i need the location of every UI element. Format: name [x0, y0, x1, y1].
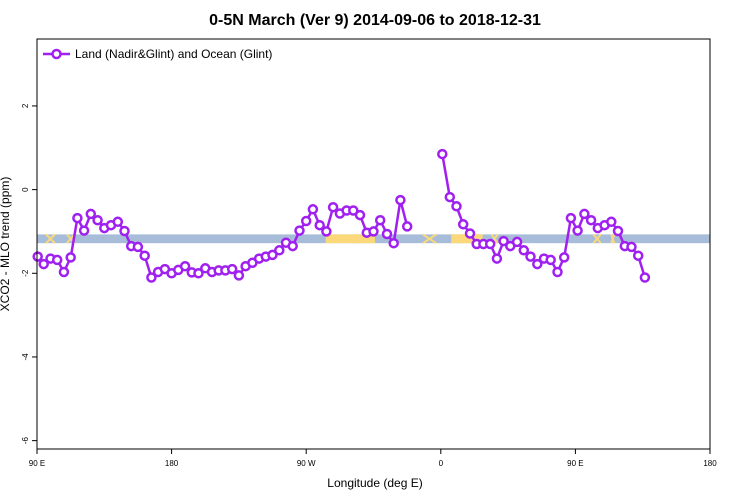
data-point — [226, 263, 238, 275]
data-point — [327, 201, 339, 213]
x-axis: 90 E 180 90 W 0 90 E 180 — [29, 449, 717, 468]
y-tick-label: 2 — [21, 103, 30, 108]
data-point — [72, 212, 83, 224]
land-stripe — [450, 233, 463, 244]
data-point — [314, 219, 325, 231]
land-stripe — [610, 234, 616, 244]
data-point — [484, 238, 496, 250]
data-point — [518, 245, 530, 256]
data-point — [38, 258, 49, 270]
legend: Land (Nadir&Glint) and Ocean (Glint) — [43, 47, 272, 61]
data-point — [632, 250, 644, 261]
data-point — [179, 260, 191, 272]
data-point — [437, 148, 448, 160]
y-axis: 2 0 -2 -4 -6 — [21, 103, 37, 444]
data-point — [572, 225, 583, 236]
legend-label: Land (Nadir&Glint) and Ocean (Glint) — [75, 47, 272, 61]
x-tick-label: 90 E — [29, 459, 45, 468]
data-point — [626, 241, 637, 253]
x-tick-label: 0 — [439, 459, 444, 468]
data-point — [579, 208, 590, 220]
data-point — [511, 236, 523, 248]
surface-type-band — [37, 233, 710, 245]
data-point — [307, 204, 319, 215]
data-point — [565, 212, 577, 224]
chart-title: 0-5N March (Ver 9) 2014-09-06 to 2018-12… — [209, 12, 541, 29]
data-point — [525, 251, 536, 262]
land-stripe — [592, 233, 602, 244]
land-stripe — [45, 233, 56, 244]
data-point — [545, 254, 556, 266]
data-point — [532, 258, 543, 270]
data-point — [388, 237, 399, 249]
data-point — [381, 228, 393, 240]
data-point — [374, 214, 386, 226]
data-point — [639, 272, 651, 283]
land-block — [325, 234, 362, 244]
data-point — [92, 214, 103, 226]
data-point — [65, 252, 76, 263]
data-point — [321, 226, 332, 237]
land-block — [352, 234, 375, 244]
x-tick-label: 180 — [703, 459, 717, 468]
data-point — [606, 216, 617, 228]
data-point — [287, 240, 298, 252]
data-point — [498, 235, 509, 247]
data-point — [395, 194, 406, 206]
data-point — [51, 254, 63, 266]
data-point — [139, 250, 150, 261]
data-point — [368, 226, 379, 237]
data-point — [233, 270, 245, 281]
data-point — [444, 191, 456, 203]
data-point — [85, 208, 97, 220]
data-point — [146, 272, 157, 283]
data-point — [451, 201, 462, 212]
x-tick-label: 180 — [165, 459, 179, 468]
x-tick-label: 90 E — [567, 459, 583, 468]
data-point — [78, 225, 90, 236]
land-stripe — [422, 233, 437, 245]
data-point — [457, 219, 469, 230]
y-tick-label: 0 — [21, 187, 30, 192]
data-point — [612, 225, 624, 237]
plot-frame — [36, 38, 711, 450]
x-tick-label: 90 W — [297, 459, 316, 468]
data-point — [294, 225, 305, 236]
data-point — [32, 251, 43, 262]
y-tick-label: -2 — [21, 269, 30, 277]
data-point — [274, 245, 285, 256]
data-point — [558, 252, 570, 263]
data-point — [267, 249, 278, 261]
data-point — [401, 221, 413, 232]
data-point — [585, 214, 597, 226]
data-point — [464, 228, 476, 239]
data-point — [552, 266, 563, 278]
series-layer — [32, 148, 651, 283]
y-tick-label: -4 — [21, 353, 30, 361]
data-point — [300, 215, 312, 227]
data-point — [132, 241, 144, 253]
data-point — [193, 268, 204, 279]
y-tick-label: -6 — [21, 437, 30, 445]
data-point — [112, 216, 124, 228]
x-axis-label: Longitude (deg E) — [327, 476, 422, 490]
data-point — [354, 209, 366, 221]
data-point — [348, 205, 359, 216]
data-point — [58, 266, 70, 278]
y-axis-label: XCO2 - MLO trend (ppm) — [0, 177, 12, 312]
data-point — [491, 253, 503, 264]
legend-marker — [51, 48, 62, 60]
data-point — [119, 225, 130, 237]
